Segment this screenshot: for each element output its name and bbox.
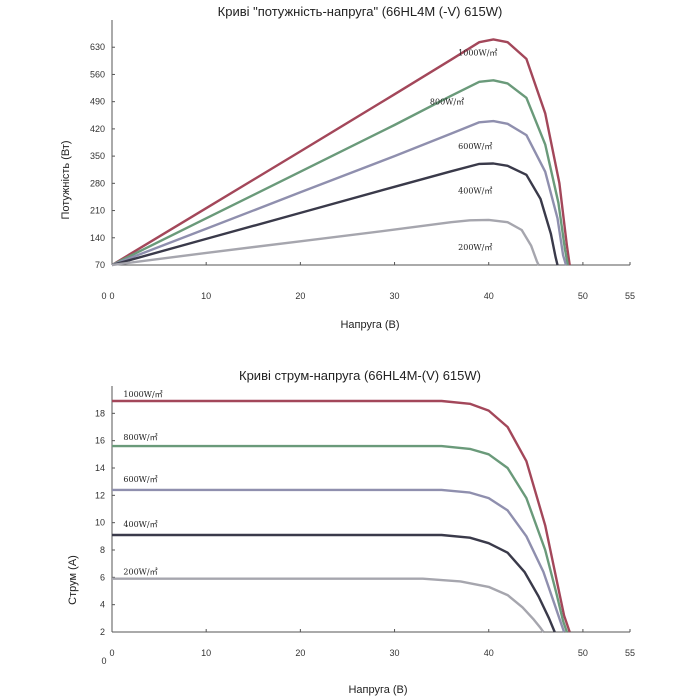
- series-label: 200W/㎡: [458, 243, 492, 252]
- series-line: [111, 38, 571, 267]
- series-label: 400W/㎡: [458, 187, 492, 196]
- x-tick-label: 30: [390, 648, 400, 658]
- y-tick-label: 490: [90, 97, 105, 107]
- series-label: 200W/㎡: [123, 568, 157, 577]
- series-line: [112, 577, 545, 633]
- y-tick-label: 2: [100, 627, 105, 637]
- y-axis-label: Струм (А): [67, 555, 79, 605]
- series-label: 400W/㎡: [123, 520, 157, 529]
- current-voltage-chart: Криві струм-напруга (66HL4M-(V) 615W) На…: [67, 368, 635, 696]
- series-line: [111, 162, 559, 267]
- y-tick-label: 14: [95, 463, 105, 473]
- x-tick-label: 30: [390, 291, 400, 301]
- x-tick-label: 40: [484, 291, 494, 301]
- y-tick-label: 10: [95, 518, 105, 528]
- series-line: [111, 119, 568, 267]
- series-line: [112, 488, 566, 633]
- y-tick-label: 18: [95, 408, 105, 418]
- x-tick-label: 50: [578, 648, 588, 658]
- y-tick-label: 8: [100, 545, 105, 555]
- series-label: 800W/㎡: [430, 97, 464, 106]
- y-tick-label: 210: [90, 206, 105, 216]
- y-tick-label: 420: [90, 124, 105, 134]
- series-label: 1000W/㎡: [458, 48, 497, 57]
- x-axis-label: Напруга (В): [348, 684, 407, 696]
- y-tick-label: 140: [90, 233, 105, 243]
- x-origin-label: 0: [101, 656, 106, 666]
- x-tick-label: 40: [484, 648, 494, 658]
- series-line: [112, 399, 571, 633]
- y-tick-label: 70: [95, 260, 105, 270]
- series-line: [112, 444, 569, 633]
- y-tick-label: 630: [90, 42, 105, 52]
- series-line: [112, 533, 556, 633]
- chart-title: Криві "потужність-напруга" (66HL4M (-V) …: [218, 4, 503, 19]
- x-tick-label: 0: [109, 291, 114, 301]
- series-label: 600W/㎡: [123, 475, 157, 484]
- series-label: 800W/㎡: [123, 433, 157, 442]
- series-line: [111, 79, 569, 267]
- x-tick-label: 20: [295, 648, 305, 658]
- x-tick-label: 10: [201, 648, 211, 658]
- series-label: 1000W/㎡: [123, 390, 162, 399]
- y-tick-label: 280: [90, 178, 105, 188]
- x-tick-label: 55: [625, 291, 635, 301]
- y-tick-label: 350: [90, 151, 105, 161]
- series-label: 600W/㎡: [458, 142, 492, 151]
- y-axis-label: Потужність (Вт): [60, 140, 72, 219]
- chart-title: Криві струм-напруга (66HL4M-(V) 615W): [239, 368, 481, 383]
- x-tick-label: 55: [625, 648, 635, 658]
- y-tick-label: 12: [95, 490, 105, 500]
- y-tick-label: 16: [95, 436, 105, 446]
- x-origin-label: 0: [101, 291, 106, 301]
- x-tick-label: 0: [109, 648, 114, 658]
- x-tick-label: 20: [295, 291, 305, 301]
- series-line: [111, 218, 540, 267]
- x-tick-label: 10: [201, 291, 211, 301]
- y-tick-label: 560: [90, 69, 105, 79]
- y-tick-label: 6: [100, 572, 105, 582]
- power-voltage-chart: Криві "потужність-напруга" (66HL4M (-V) …: [60, 4, 635, 331]
- x-tick-label: 50: [578, 291, 588, 301]
- x-axis-label: Напруга (В): [340, 319, 399, 331]
- y-tick-label: 4: [100, 600, 105, 610]
